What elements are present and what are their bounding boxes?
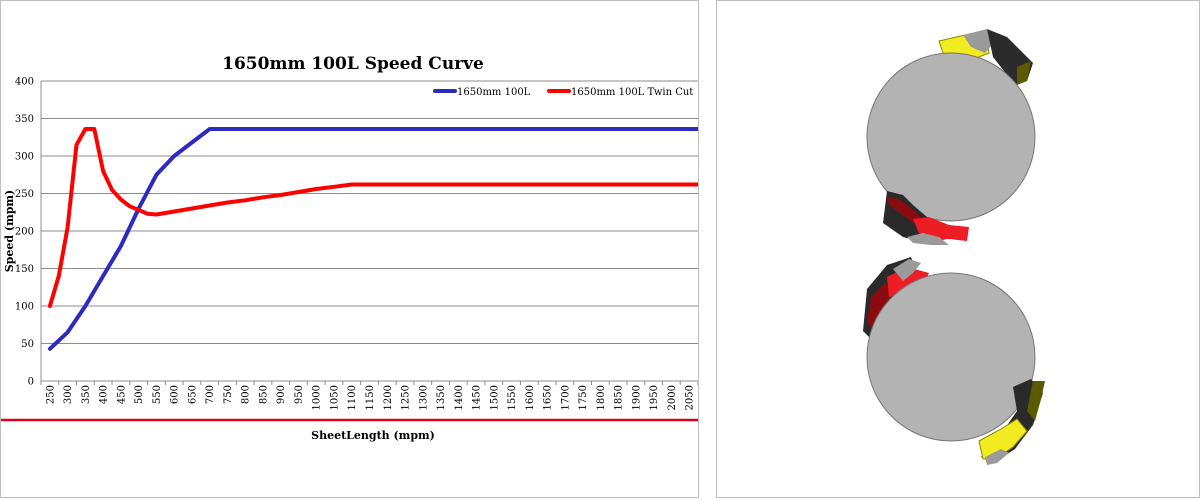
series-line — [47, 127, 698, 351]
x-tick-label: 900 — [276, 385, 287, 404]
x-tick-label: 350 — [81, 385, 92, 404]
x-tick-label: 1400 — [454, 385, 465, 410]
x-tick-label: 1500 — [489, 385, 500, 410]
x-tick-label: 1350 — [436, 385, 447, 410]
x-tick-label: 250 — [45, 385, 56, 404]
x-tick-label: 1950 — [649, 385, 660, 410]
x-tick-label: 850 — [258, 385, 269, 404]
image-panel — [716, 0, 1200, 498]
y-tick-label: 350 — [15, 114, 34, 125]
bottom-blade-gray — [985, 449, 1009, 465]
bottom-upper-blade-red — [887, 267, 929, 297]
x-tick-label: 300 — [63, 385, 74, 404]
x-tick-label: 1550 — [507, 385, 518, 410]
x-tick-label: 400 — [99, 385, 110, 404]
x-tick-label: 500 — [134, 385, 145, 404]
x-tick-label: 1700 — [560, 385, 571, 410]
top-blade-shadow — [1017, 61, 1031, 85]
y-tick-label: 250 — [15, 189, 34, 200]
x-tick-label: 1100 — [347, 385, 358, 410]
x-tick-label: 1750 — [578, 385, 589, 410]
series — [47, 127, 698, 351]
y-tick-label: 50 — [21, 339, 34, 350]
x-tick-label: 1300 — [418, 385, 429, 410]
x-tick-label: 2000 — [667, 385, 678, 410]
grid — [41, 80, 698, 382]
y-axis-title: Speed (mpm) — [3, 190, 16, 273]
top-lower-blade-gray — [907, 233, 949, 245]
y-tick-label: 100 — [15, 302, 34, 313]
x-tick-label: 600 — [170, 385, 181, 404]
x-tick-label: 1900 — [631, 385, 642, 410]
x-tick-label: 650 — [187, 385, 198, 404]
x-tick-label: 1150 — [365, 385, 376, 410]
x-tick-label: 700 — [205, 385, 216, 404]
bottom-upper-blade-gray — [893, 259, 921, 281]
x-tick-label: 1650 — [543, 385, 554, 410]
y-tick-label: 400 — [15, 77, 34, 88]
y-axis-ticks: 0 50 100 150 200 250 300 350 400 — [15, 77, 34, 388]
x-tick-label: 1250 — [401, 385, 412, 410]
x-tick-label: 1800 — [596, 385, 607, 410]
x-tick-label: 1200 — [383, 385, 394, 410]
bottom-drum-circle — [866, 272, 1036, 442]
legend: 1650mm 100L 1650mm 100L Twin Cut — [433, 87, 693, 98]
x-tick-label: 450 — [116, 385, 127, 404]
y-tick-label: 150 — [15, 264, 34, 275]
y-tick-label: 300 — [15, 152, 34, 163]
x-axis-ticks: 250 300 350 400 450 500 550 600 650 700 750 800 850 9… — [40, 81, 698, 410]
bottom-blade-shadow — [1027, 381, 1045, 421]
x-tick-label: 1000 — [312, 385, 323, 410]
x-tick-label: 1850 — [614, 385, 625, 410]
x-tick-label: 1050 — [329, 385, 340, 410]
bottom-blade-yellow — [978, 418, 1028, 460]
y-tick-label: 0 — [28, 377, 34, 388]
y-tick-label: 200 — [15, 227, 34, 238]
bottom-upper-blade-shadow — [867, 283, 893, 335]
chart-panel: 1650mm 100L Speed Curve 0 50 100 150 200 250 3… — [0, 0, 699, 498]
chart-title: 1650mm 100L Speed Curve — [222, 54, 484, 74]
x-tick-label: 1450 — [472, 385, 483, 410]
x-tick-label: 750 — [223, 385, 234, 404]
top-blade-gray — [963, 29, 995, 53]
x-tick-label: 1600 — [525, 385, 536, 410]
x-tick-label: 800 — [241, 385, 252, 404]
x-tick-label: 2050 — [685, 385, 696, 410]
x-axis-title: SheetLength (mpm) — [311, 429, 435, 442]
rotary-cutter-illustration — [863, 29, 1045, 465]
series-line — [47, 127, 698, 308]
top-drum-circle — [866, 52, 1036, 222]
x-tick-label: 950 — [294, 385, 305, 404]
x-tick-label: 550 — [152, 385, 163, 404]
top-drum — [866, 29, 1036, 245]
legend-label: 1650mm 100L Twin Cut — [571, 87, 693, 98]
speed-chart: 1650mm 100L Speed Curve 0 50 100 150 200 250 3… — [1, 54, 698, 442]
legend-label: 1650mm 100L — [457, 87, 531, 98]
bottom-drum — [863, 257, 1045, 465]
